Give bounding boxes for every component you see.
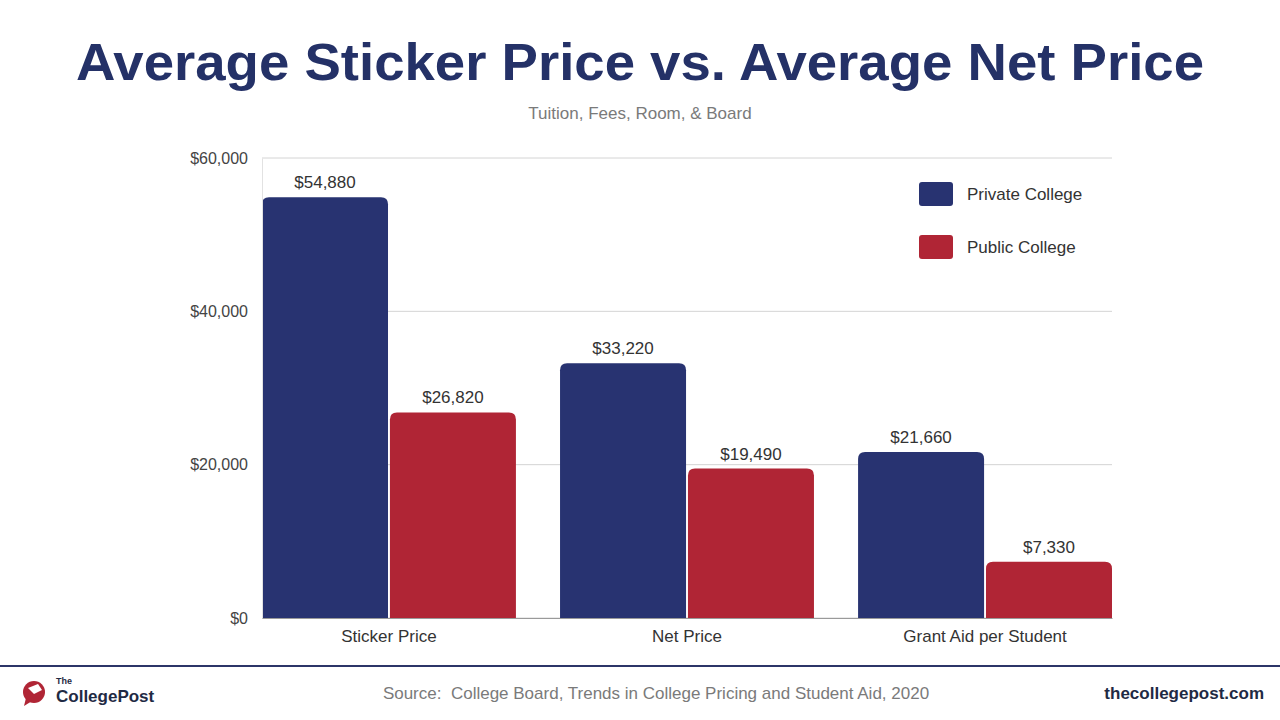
x-tick-label: Grant Aid per Student (903, 627, 1067, 646)
chart-canvas: Average Sticker Price vs. Average Net Pr… (0, 0, 1280, 720)
grid-line (262, 311, 1112, 312)
data-label: $26,820 (422, 388, 483, 407)
chart-title: Average Sticker Price vs. Average Net Pr… (76, 33, 1204, 91)
x-tick: Sticker Price (341, 618, 436, 646)
legend-item: Private College (919, 182, 1082, 206)
x-tick: Grant Aid per Student (903, 618, 1067, 646)
y-tick: $60,000 (190, 150, 262, 167)
legend-label: Private College (967, 185, 1082, 204)
logo-icon-detail (28, 684, 42, 694)
x-tick: Net Price (652, 618, 722, 646)
y-tick: $0 (230, 610, 262, 627)
data-label: $21,660 (890, 428, 951, 447)
legend-item: Public College (919, 235, 1076, 259)
data-label: $7,330 (1023, 538, 1075, 557)
legend-swatch (919, 235, 953, 259)
chart-subtitle: Tuition, Fees, Room, & Board (528, 104, 751, 123)
y-tick-label: $40,000 (190, 303, 248, 320)
x-axis-line (263, 618, 1113, 619)
bar (390, 412, 516, 618)
bar (688, 469, 814, 618)
bar (560, 363, 686, 618)
x-axis: Sticker Price Net Price Grant Aid per Stud… (263, 618, 1113, 646)
legend: Private College Public College (919, 182, 1082, 259)
y-tick-label: $60,000 (190, 150, 248, 167)
logo-icon-tail (24, 698, 32, 706)
bar (986, 562, 1112, 618)
grid-line (262, 158, 1112, 159)
legend-label: Public College (967, 238, 1076, 257)
y-axis: $0 $20,000 $40,000 $60,000 (190, 150, 262, 627)
bars (262, 197, 1112, 618)
data-label: $19,490 (720, 445, 781, 464)
y-axis-line (262, 159, 263, 619)
data-label: $33,220 (592, 339, 653, 358)
y-tick: $40,000 (190, 303, 262, 320)
grid-line (262, 464, 1112, 465)
bar (262, 197, 388, 618)
footer-source: Source: College Board, Trends in College… (383, 684, 929, 703)
y-tick-label: $20,000 (190, 456, 248, 473)
logo: TheCollegePost (23, 676, 155, 706)
footer-rule (0, 665, 1280, 667)
grid-line (262, 618, 1112, 619)
y-tick: $20,000 (190, 456, 262, 473)
footer-site: thecollegepost.com (1104, 684, 1264, 703)
x-tick-label: Net Price (652, 627, 722, 646)
x-tick-label: Sticker Price (341, 627, 436, 646)
grid (262, 158, 1112, 618)
logo-main-text: CollegePost (56, 687, 155, 706)
legend-swatch (919, 182, 953, 206)
logo-small-text: The (56, 676, 72, 686)
bar (858, 452, 984, 618)
data-label: $54,880 (294, 173, 355, 192)
data-labels: $54,880 $33,220 $21,660 $26,820 $19,490 $7,33… (294, 173, 1075, 557)
y-tick-label: $0 (230, 610, 248, 627)
